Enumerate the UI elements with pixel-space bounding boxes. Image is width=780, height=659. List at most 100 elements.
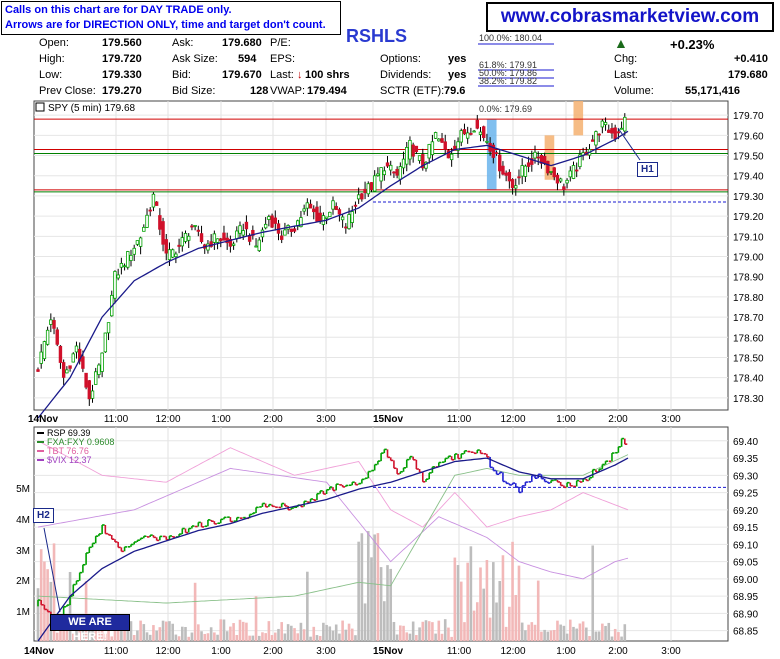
candle-body [331, 200, 335, 210]
y-tick-label: 178.90 [733, 273, 764, 284]
candle-body [318, 212, 322, 222]
indicator-legend-label: FXA:FXY 0.9608 [47, 437, 114, 447]
candle-body [97, 364, 101, 375]
candle-body [510, 179, 515, 189]
website-banner[interactable]: www.cobrasmarketview.com [486, 2, 774, 32]
y-tick-label: 69.10 [733, 540, 758, 551]
candle-body [138, 237, 143, 247]
price-chart-title: SPY (5 min) 179.68 [48, 103, 136, 114]
price-plot-frame [33, 100, 729, 411]
candle-body [568, 170, 572, 178]
volume-bar [501, 555, 505, 641]
x-tick-label: 1:00 [211, 646, 231, 657]
volume-bar [273, 632, 277, 641]
ticker-symbol: RSHLS [346, 26, 408, 46]
vwap-value: 179.494 [307, 85, 347, 97]
volume-bar [225, 631, 229, 641]
volume-bar [142, 624, 146, 641]
candle-body [417, 155, 422, 161]
candle-body [324, 216, 329, 219]
candle-body [231, 243, 236, 246]
candle-body [520, 165, 524, 177]
candle-body [539, 154, 544, 164]
volume-bar [296, 633, 300, 641]
candle-body [305, 202, 310, 209]
y-tick-label: 69.25 [733, 489, 758, 500]
y-tick-label: 69.30 [733, 471, 758, 482]
candle-body [103, 332, 108, 353]
fib-label: 50.0%: 179.86 [479, 68, 537, 78]
volume-bar [395, 634, 399, 641]
candle-body [533, 151, 537, 159]
volume-bar [415, 635, 418, 641]
volume-bar [347, 623, 351, 641]
candle-body [52, 320, 56, 329]
x-tick-label: 12:00 [500, 646, 525, 657]
y-tick-label: 179.10 [733, 232, 764, 243]
candle-body [414, 145, 419, 153]
candle-body [623, 116, 627, 132]
high-label: High: [39, 53, 65, 65]
candle-body [613, 127, 617, 140]
candle-body [501, 165, 505, 175]
day-trade-note: Calls on this chart are for DAY TRADE on… [1, 1, 341, 35]
candle-body [315, 206, 319, 222]
volume-bar [508, 606, 511, 641]
candle-body [546, 160, 550, 174]
volume-bar [495, 602, 498, 641]
volume-bar [197, 624, 200, 641]
volume-bar [546, 631, 550, 641]
volume-bar [594, 631, 598, 641]
y-tick-label: 69.05 [733, 558, 758, 569]
volume-bar [107, 626, 110, 641]
volume-bar [39, 549, 43, 641]
candle-body [334, 205, 338, 211]
x-tick-label: 14Nov [24, 646, 54, 657]
last2-value: 179.680 [728, 69, 768, 81]
volume-bar [139, 620, 142, 641]
volume-bar [148, 634, 152, 641]
volume-bar [315, 635, 319, 641]
bid-value: 179.670 [222, 69, 262, 81]
volume-bar [75, 625, 78, 641]
volume-bar [200, 631, 203, 641]
candle-body [299, 217, 303, 228]
candle-body [257, 239, 261, 252]
volume-bar [110, 636, 114, 641]
candle-body [385, 162, 390, 167]
candle-body [235, 230, 239, 240]
candle-body [263, 223, 268, 229]
volume-bar [386, 565, 389, 641]
volume-bar [427, 621, 431, 641]
volume-bar [617, 632, 620, 641]
candle-body [347, 214, 351, 230]
y-tick-label: 178.80 [733, 293, 764, 304]
candle-body [437, 138, 441, 142]
volume-bar [504, 626, 508, 641]
highlight-zone [544, 135, 555, 180]
candle-body [251, 229, 255, 236]
volume-bar [190, 632, 194, 641]
candle-body [42, 341, 47, 360]
volume-bar [116, 623, 120, 641]
volume-bar [572, 626, 575, 641]
candle-body [187, 235, 191, 241]
x-tick-label: 2:00 [263, 414, 283, 425]
volume-bar [52, 543, 56, 641]
candle-body [578, 154, 582, 167]
candle-body [594, 131, 598, 146]
candle-body [142, 226, 146, 232]
vwap-label: VWAP: [270, 85, 306, 97]
volume-bar [136, 630, 139, 641]
h2-callout: H2 [33, 508, 54, 523]
volume-bar [180, 626, 184, 641]
candle-body [485, 140, 489, 143]
volume-bar [219, 619, 223, 641]
candle-body [478, 131, 483, 135]
candle-body [514, 185, 518, 189]
volume-bar [408, 633, 412, 641]
volume-bar [485, 560, 489, 641]
volume-bar [520, 622, 524, 641]
volume-bar [318, 635, 322, 641]
volume-bar [447, 627, 450, 641]
